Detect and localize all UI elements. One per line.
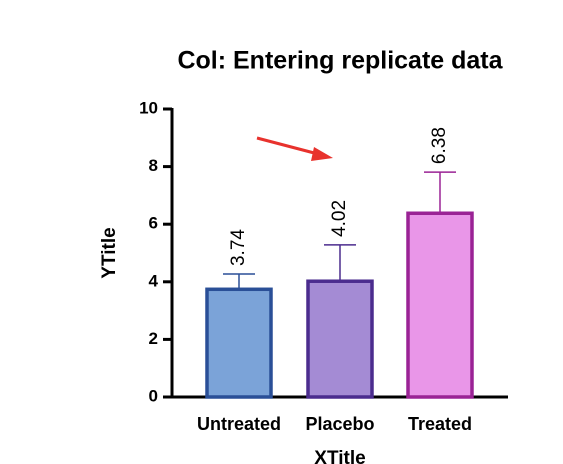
value-label: 6.38	[429, 127, 450, 164]
y-tick-label: 6	[149, 214, 158, 233]
x-tick-label: Treated	[408, 414, 472, 434]
bar	[406, 211, 474, 399]
x-tick-label: Placebo	[305, 414, 374, 434]
x-axis-title: XTitle	[314, 448, 365, 464]
bar	[205, 287, 273, 399]
y-tick-label: 8	[149, 156, 158, 175]
chart-title: Col: Entering replicate data	[177, 47, 503, 75]
x-tick-label: Untreated	[197, 414, 281, 434]
y-tick-label: 2	[149, 329, 158, 348]
value-label: 4.02	[329, 200, 350, 237]
y-tick-label: 10	[139, 98, 158, 117]
bar	[306, 279, 374, 399]
arrow	[256, 136, 333, 161]
y-tick-label: 0	[149, 386, 158, 405]
y-axis-title: YTitle	[99, 227, 120, 278]
value-label: 3.74	[228, 229, 249, 266]
y-tick-label: 4	[149, 271, 159, 290]
